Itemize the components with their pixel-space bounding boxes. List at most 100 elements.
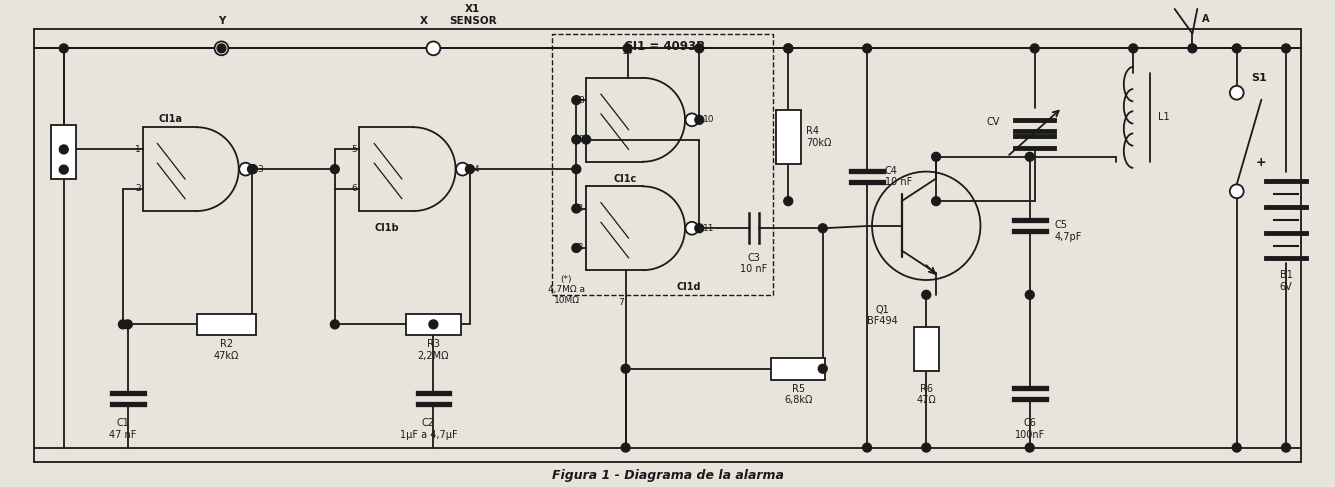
Circle shape: [582, 135, 590, 144]
FancyBboxPatch shape: [52, 125, 76, 179]
Circle shape: [784, 44, 793, 53]
Text: Figura 1 - Diagrama de la alarma: Figura 1 - Diagrama de la alarma: [551, 469, 784, 482]
Circle shape: [818, 364, 828, 373]
Circle shape: [429, 320, 438, 329]
Circle shape: [59, 44, 68, 53]
Circle shape: [1025, 152, 1035, 161]
Circle shape: [784, 44, 793, 53]
Circle shape: [571, 165, 581, 173]
Text: 9: 9: [578, 135, 585, 144]
Circle shape: [784, 197, 793, 206]
Circle shape: [1282, 443, 1291, 452]
Circle shape: [932, 197, 941, 206]
Text: 1: 1: [135, 145, 140, 154]
Text: Q1
BF494: Q1 BF494: [866, 305, 897, 326]
Text: CV: CV: [987, 117, 1000, 127]
Circle shape: [621, 364, 630, 373]
Text: (*)
4,7MΩ a
10MΩ: (*) 4,7MΩ a 10MΩ: [547, 275, 585, 305]
Circle shape: [1188, 44, 1196, 53]
Circle shape: [694, 44, 704, 53]
Circle shape: [59, 165, 68, 174]
Circle shape: [1129, 44, 1137, 53]
Circle shape: [466, 165, 474, 173]
Circle shape: [218, 44, 226, 53]
Circle shape: [1025, 443, 1035, 452]
Circle shape: [1230, 86, 1244, 100]
Circle shape: [862, 443, 872, 452]
Circle shape: [1232, 443, 1242, 452]
Text: 4: 4: [474, 165, 479, 174]
Text: 10: 10: [704, 115, 714, 124]
Circle shape: [571, 244, 581, 252]
Text: S1: S1: [1251, 73, 1267, 83]
Text: C4
10 nF: C4 10 nF: [885, 166, 912, 187]
Circle shape: [623, 44, 631, 53]
Circle shape: [862, 44, 872, 53]
Text: L1: L1: [1157, 112, 1169, 122]
Circle shape: [621, 443, 630, 452]
Circle shape: [330, 320, 339, 329]
Circle shape: [932, 152, 941, 161]
Circle shape: [818, 224, 828, 233]
Circle shape: [571, 204, 581, 213]
Circle shape: [921, 443, 930, 452]
Text: C1
47 nF: C1 47 nF: [109, 418, 136, 440]
FancyBboxPatch shape: [772, 358, 825, 379]
Circle shape: [1031, 44, 1039, 53]
Text: R2
47kΩ: R2 47kΩ: [214, 339, 239, 361]
Text: B1
6V: B1 6V: [1279, 270, 1292, 292]
Circle shape: [59, 145, 68, 154]
Circle shape: [457, 163, 469, 175]
Circle shape: [571, 135, 581, 144]
Circle shape: [426, 41, 441, 55]
Circle shape: [248, 165, 258, 173]
Circle shape: [247, 165, 256, 173]
Text: R4
70kΩ: R4 70kΩ: [806, 126, 832, 148]
Text: Y: Y: [218, 16, 226, 26]
Text: 12: 12: [573, 204, 585, 213]
Text: R5
6,8kΩ: R5 6,8kΩ: [784, 383, 812, 405]
Text: CI1 = 4093B: CI1 = 4093B: [625, 40, 706, 53]
Text: R6
47Ω: R6 47Ω: [916, 383, 936, 405]
FancyBboxPatch shape: [196, 314, 256, 335]
Text: C5
4,7pF: C5 4,7pF: [1055, 220, 1081, 242]
Text: 14: 14: [622, 47, 633, 56]
Text: 2: 2: [135, 184, 140, 193]
Text: +: +: [1256, 156, 1267, 169]
Text: 7: 7: [618, 298, 623, 307]
Text: C6
100nF: C6 100nF: [1015, 418, 1045, 440]
Circle shape: [239, 163, 252, 175]
Text: CI1b: CI1b: [375, 223, 399, 233]
Circle shape: [685, 113, 698, 126]
Circle shape: [685, 222, 698, 235]
Text: 11: 11: [704, 224, 714, 233]
Circle shape: [571, 95, 581, 105]
Circle shape: [694, 115, 704, 124]
Circle shape: [123, 320, 132, 329]
Text: 8: 8: [578, 95, 585, 105]
Circle shape: [1025, 290, 1035, 299]
Text: A: A: [1203, 14, 1210, 24]
Text: C3
10 nF: C3 10 nF: [740, 253, 768, 275]
Circle shape: [119, 320, 127, 329]
Text: CI1c: CI1c: [614, 173, 637, 184]
Text: 3: 3: [256, 165, 263, 174]
Circle shape: [1230, 185, 1244, 198]
FancyBboxPatch shape: [914, 327, 939, 371]
Text: CI1d: CI1d: [677, 282, 701, 292]
FancyBboxPatch shape: [406, 314, 461, 335]
Text: R3
2,2MΩ: R3 2,2MΩ: [418, 339, 449, 361]
Text: CI1a: CI1a: [159, 114, 182, 124]
Circle shape: [694, 224, 704, 233]
Text: X: X: [419, 16, 427, 26]
Circle shape: [215, 41, 228, 55]
Text: C2
1μF a 4,7μF: C2 1μF a 4,7μF: [399, 418, 458, 440]
Text: R1
(*): R1 (*): [53, 132, 65, 152]
Circle shape: [921, 290, 930, 299]
Text: 13: 13: [573, 244, 585, 252]
Text: 6: 6: [351, 184, 358, 193]
FancyBboxPatch shape: [776, 110, 801, 164]
Circle shape: [330, 165, 339, 173]
Circle shape: [1232, 44, 1242, 53]
Circle shape: [1282, 44, 1291, 53]
